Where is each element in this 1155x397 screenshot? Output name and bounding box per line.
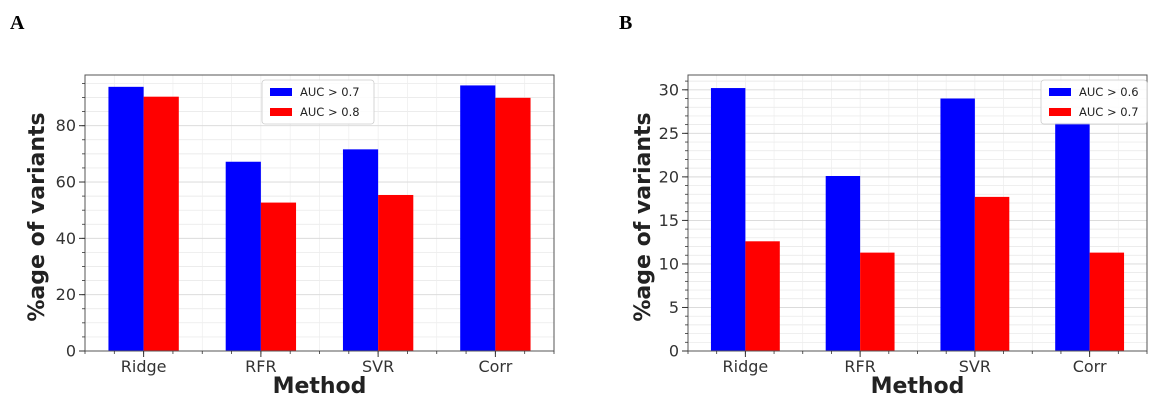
y-axis: 0 20 40 60 80 [56, 83, 85, 361]
y-tick-label: 20 [56, 285, 76, 304]
y-tick-label: 0 [669, 342, 679, 361]
panel-letter-b: B [619, 12, 632, 34]
bar-corr-series-1 [460, 85, 496, 351]
legend-swatch [1049, 108, 1071, 116]
bar-ridge-series-1 [710, 88, 746, 351]
chart-panel-b: 0 5 10 15 20 25 30 Ridge RFR SVR Corr Method %age of… [631, 74, 1148, 397]
legend: AUC > 0.6 AUC > 0.7 [1040, 79, 1148, 125]
x-tick-label-ridge: Ridge [723, 357, 769, 376]
panel-letter-a: A [10, 12, 25, 34]
legend-label: AUC > 0.7 [1079, 105, 1139, 119]
chart-panel-a: 0 20 40 60 80 Ridge RFR SVR Corr Method %age of va… [25, 74, 555, 397]
bar-corr-series-2 [1089, 252, 1125, 351]
y-tick-label: 15 [659, 211, 679, 230]
legend-swatch [270, 108, 292, 116]
legend-label: AUC > 0.7 [300, 85, 360, 99]
y-tick-label: 20 [659, 167, 679, 186]
bar-ridge-series-1 [108, 86, 144, 351]
x-axis: Ridge RFR SVR Corr [84, 351, 555, 376]
bar-ridge-series-2 [745, 241, 780, 351]
y-tick-label: 60 [56, 173, 76, 192]
bar-rfr-series-2 [860, 252, 895, 351]
x-tick-label-corr: Corr [478, 357, 512, 376]
y-tick-label: 80 [56, 116, 76, 135]
y-tick-label: 30 [659, 80, 679, 99]
bars [710, 88, 1125, 351]
y-tick-label: 5 [669, 298, 679, 317]
bar-rfr-series-1 [825, 175, 861, 351]
y-axis-title: %age of variants [631, 112, 656, 321]
y-tick-label: 40 [56, 229, 76, 248]
y-axis: 0 5 10 15 20 25 30 [659, 80, 688, 361]
legend-swatch [270, 88, 292, 96]
bar-rfr-series-2 [260, 202, 297, 351]
y-axis-title: %age of variants [25, 112, 50, 321]
bar-svr-series-1 [940, 98, 975, 351]
x-tick-label-ridge: Ridge [121, 357, 167, 376]
x-tick-label-corr: Corr [1073, 357, 1107, 376]
bar-svr-series-2 [378, 194, 414, 351]
legend-label: AUC > 0.6 [1079, 85, 1139, 99]
bar-svr-series-2 [974, 196, 1010, 351]
x-tick-label-rfr: RFR [245, 357, 276, 376]
bars [108, 85, 531, 351]
y-tick-label: 25 [659, 124, 679, 143]
bar-ridge-series-2 [143, 96, 179, 351]
y-tick-label: 0 [66, 342, 76, 361]
legend-swatch [1049, 88, 1071, 96]
bar-corr-series-1 [1055, 122, 1090, 351]
x-axis-title: Method [871, 374, 965, 397]
x-tick-label-rfr: RFR [844, 357, 875, 376]
y-tick-label: 10 [659, 254, 679, 273]
bar-svr-series-1 [342, 149, 379, 351]
bar-corr-series-2 [495, 97, 531, 351]
legend-label: AUC > 0.8 [300, 105, 360, 119]
bar-rfr-series-1 [225, 161, 261, 351]
x-tick-label-svr: SVR [959, 357, 991, 376]
x-tick-label-svr: SVR [362, 357, 394, 376]
x-axis-title: Method [273, 374, 367, 397]
legend: AUC > 0.7 AUC > 0.8 [261, 79, 375, 125]
x-axis: Ridge RFR SVR Corr [687, 351, 1148, 376]
